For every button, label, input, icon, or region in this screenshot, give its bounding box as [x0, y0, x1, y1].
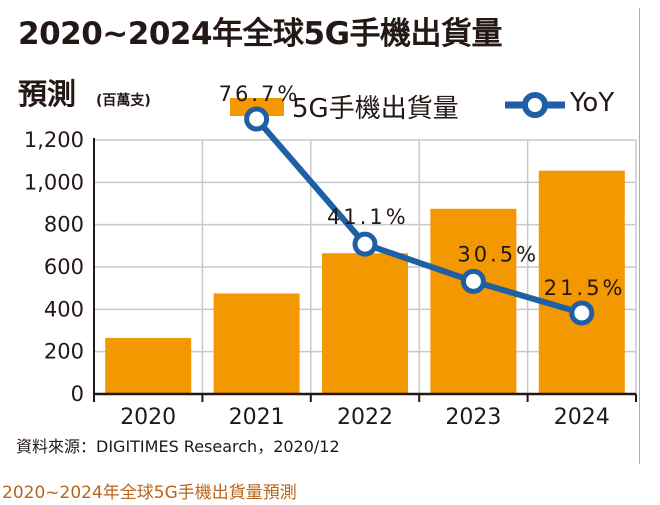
x-tick-label: 2020 — [120, 405, 176, 430]
chart-title: 2020~2024年全球5G手機出貨量 — [18, 16, 503, 52]
x-tick-label: 2021 — [229, 405, 285, 430]
unit-label: (百萬支) — [96, 93, 151, 109]
y-tick-label: 0 — [71, 382, 84, 406]
chart-title-line2: 預測 — [18, 77, 77, 111]
chart-frame: 2020~2024年全球5G手機出貨量 預測 (百萬支) 5G手機出貨量 YoY… — [8, 8, 640, 464]
legend-bar-label: 5G手機出貨量 — [292, 94, 459, 124]
yoy-point-2023 — [460, 268, 486, 294]
y-tick-label: 400 — [44, 297, 84, 321]
yoy-label-2024: 21.5% — [544, 276, 626, 300]
yoy-label-2022: 41.1% — [327, 205, 409, 229]
y-tick-label: 200 — [44, 340, 84, 364]
yoy-point-2024 — [569, 300, 595, 326]
yoy-line — [254, 117, 583, 316]
bar-2020 — [105, 337, 192, 394]
source-note: 資料來源：DIGITIMES Research，2020/12 — [16, 437, 340, 456]
legend-yoy-swatch — [505, 92, 565, 118]
y-tick-label: 1,200 — [24, 128, 84, 152]
y-tick-label: 600 — [44, 255, 84, 279]
x-tick-label: 2024 — [554, 405, 610, 430]
plot-area: 0 200 400 600 800 1,000 1,200 2020 2021 2022 2023 2… — [24, 82, 637, 430]
yoy-label-2023: 30.5% — [457, 242, 539, 266]
bar-2023 — [430, 208, 517, 394]
yoy-point-2022 — [352, 231, 378, 257]
yoy-point-2021 — [244, 106, 270, 132]
x-tick-label: 2023 — [445, 405, 501, 430]
y-tick-label: 800 — [44, 213, 84, 237]
bar-2021 — [213, 293, 300, 394]
y-tick-label: 1,000 — [24, 170, 84, 194]
yoy-label-2021: 76.7% — [219, 82, 301, 106]
bar-2022 — [322, 253, 408, 394]
figure-caption: 2020~2024年全球5G手機出貨量預測 — [2, 483, 297, 503]
bar-2024 — [538, 170, 625, 394]
x-tick-label: 2022 — [337, 405, 393, 430]
legend-yoy-label: YoY — [570, 88, 615, 118]
